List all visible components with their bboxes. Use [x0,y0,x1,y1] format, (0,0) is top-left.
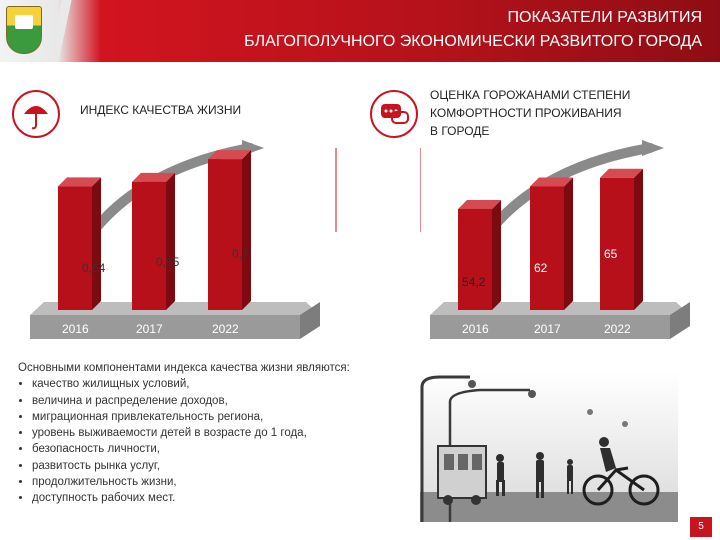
bar-side [166,172,175,310]
left-section-title: ИНДЕКС КАЧЕСТВА ЖИЗНИ [80,103,242,117]
bar-side [634,168,643,310]
bar-side [564,177,573,310]
bar-top [600,168,643,178]
list-item: развитость рынка услуг, [32,458,358,474]
data-label: 0,7 [232,247,249,261]
title-line-1: ПОКАЗАТЕЛИ РАЗВИТИЯ [507,9,703,26]
comfort-rating-chart: 54,2 62 65 2016 2017 2022 [420,140,690,339]
city-life-illustration [420,372,678,522]
bar-top [208,150,251,160]
data-label: 0,65 [156,255,180,269]
list-item: безопасность личности, [32,441,358,457]
title-line-2: БЛАГОПОЛУЧНОГО ЭКОНОМИЧЕСКИ РАЗВИТОГО ГО… [244,33,702,50]
quality-of-life-chart: 0,64 0,65 0,7 2016 2017 2022 [30,140,337,339]
page-title: ПОКАЗАТЕЛИ РАЗВИТИЯ БЛАГОПОЛУЧНОГО ЭКОНО… [244,6,702,54]
list-item: миграционная привлекательность региона, [32,409,358,425]
bar [458,208,492,310]
chart1-platform-top [30,302,320,315]
chart2-platform-front [430,315,670,339]
right-title-line-1: ОЦЕНКА ГОРОЖАНАМИ СТЕПЕНИ [430,88,631,102]
chart1-platform-front [30,315,300,339]
bar [58,186,92,310]
data-label: 54,2 [462,275,486,289]
page-number: 5 [690,517,712,537]
crest-shield [15,15,33,29]
header-banner [0,0,720,62]
bar [600,177,634,310]
components-list: качество жилищных условий, величина и ра… [18,376,358,506]
chat-icon-svg [381,104,409,124]
city-crest-icon [6,6,42,54]
umbrella-icon-svg [24,106,48,130]
list-item: доступность рабочих мест. [32,490,358,506]
category-label: 2016 [62,322,89,336]
data-label: 0,64 [82,261,106,275]
list-item: качество жилищных условий, [32,376,358,392]
bar-top [132,172,175,182]
right-section-title: ОЦЕНКА ГОРОЖАНАМИ СТЕПЕНИ КОМФОРТНОСТИ П… [430,86,630,140]
list-item: уровень выживаемости детей в возрасте до… [32,425,358,441]
bar-side [242,150,251,310]
bar-top [530,177,573,187]
bar [530,186,564,310]
data-label: 65 [604,247,618,261]
right-title-line-2: КОМФОРТНОСТИ ПРОЖИВАНИЯ [430,106,622,120]
list-item: продолжительность жизни, [32,474,358,490]
category-label: 2017 [534,322,561,336]
description-intro: Основными компонентами индекса качества … [18,362,350,374]
chart1-platform-side [300,302,320,339]
category-label: 2022 [604,322,631,336]
components-description: Основными компонентами индекса качества … [18,360,358,507]
category-label: 2022 [212,322,239,336]
bar-side [92,177,101,310]
data-label: 62 [534,261,548,275]
list-item: величина и распределение доходов, [32,393,358,409]
right-title-line-3: В ГОРОДЕ [430,124,490,138]
category-label: 2016 [462,322,489,336]
category-label: 2017 [136,322,163,336]
bar [208,159,242,310]
chart2-platform-side [670,302,690,339]
bar [132,181,166,310]
bar-side [492,199,501,310]
chat-bubbles-icon [370,90,418,138]
umbrella-icon [12,90,60,138]
chart2-arrow-head [642,140,664,156]
bar-top [458,199,501,209]
bar-top [58,177,101,187]
